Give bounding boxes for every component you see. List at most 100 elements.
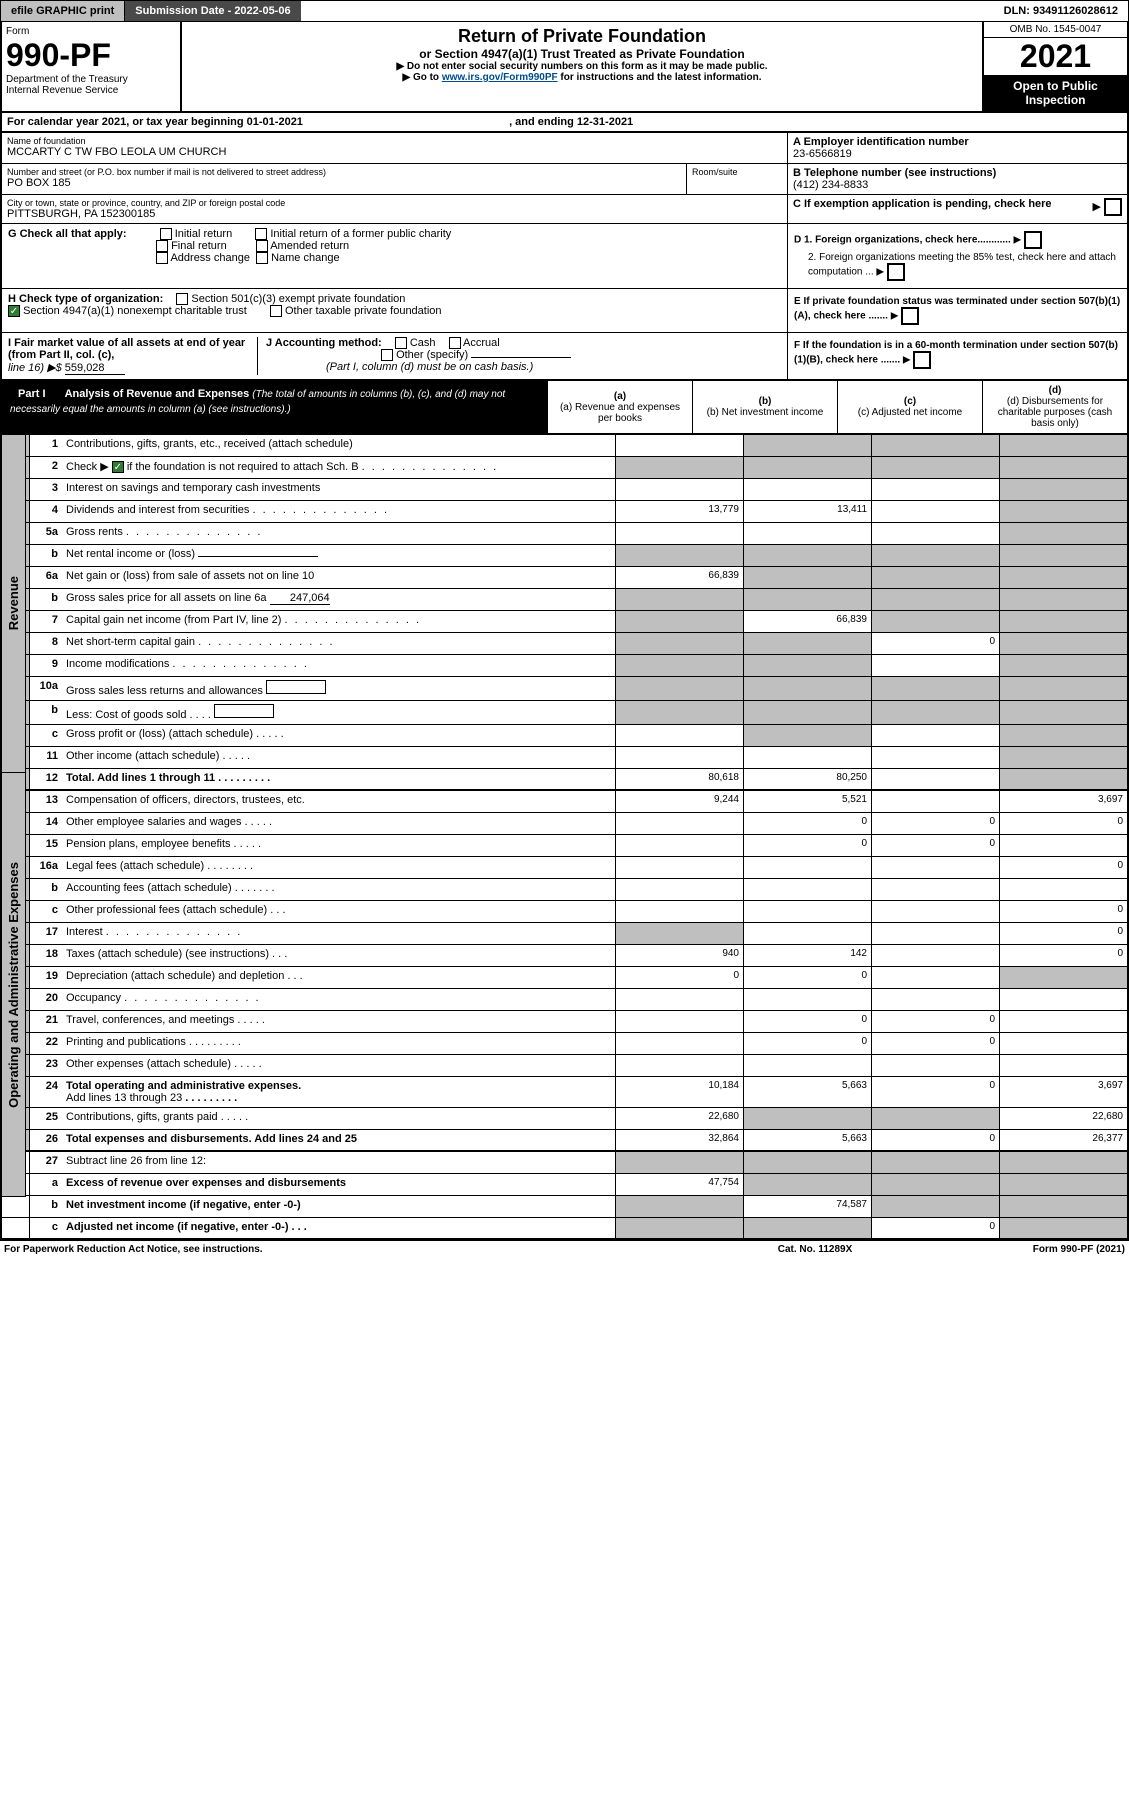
fmv-value: 559,028 xyxy=(65,362,125,375)
name-label: Name of foundation xyxy=(7,136,782,146)
line-22: Printing and publications . . . . . . . … xyxy=(62,1033,615,1054)
j-note: (Part I, column (d) must be on cash basi… xyxy=(326,361,533,373)
line-16b: Accounting fees (attach schedule) . . . … xyxy=(62,879,615,900)
dln-number: DLN: 93491126028612 xyxy=(994,1,1128,21)
amended-return-checkbox[interactable] xyxy=(256,240,268,252)
omb-number: OMB No. 1545-0047 xyxy=(984,22,1127,38)
line-10b: Less: Cost of goods sold . . . . xyxy=(62,701,615,724)
name-ein-row: Name of foundation MCCARTY C TW FBO LEOL… xyxy=(0,133,1129,164)
line-25: Contributions, gifts, grants paid . . . … xyxy=(62,1108,615,1129)
g-d-section: G Check all that apply: Initial return I… xyxy=(0,224,1129,289)
submission-date: Submission Date - 2022-05-06 xyxy=(125,1,300,21)
line-19: Depreciation (attach schedule) and deple… xyxy=(62,967,615,988)
line-3: Interest on savings and temporary cash i… xyxy=(62,479,615,500)
ein-label: A Employer identification number xyxy=(793,136,1122,148)
line-16a: Legal fees (attach schedule) . . . . . .… xyxy=(62,857,615,878)
form-number: 990-PF xyxy=(6,37,176,74)
tax-year: 2021 xyxy=(984,38,1127,75)
form-header: Form 990-PF Department of the Treasury I… xyxy=(0,22,1129,113)
address-change-checkbox[interactable] xyxy=(156,252,168,264)
c-checkbox[interactable] xyxy=(1104,198,1122,216)
tel-label: B Telephone number (see instructions) xyxy=(793,167,1122,179)
accrual-checkbox[interactable] xyxy=(449,337,461,349)
line-16c: Other professional fees (attach schedule… xyxy=(62,901,615,922)
page-footer: For Paperwork Reduction Act Notice, see … xyxy=(0,1240,1129,1258)
addr-label: Number and street (or P.O. box number if… xyxy=(7,167,681,177)
line-12: Total. Add lines 1 through 11 . . . . . … xyxy=(62,769,615,789)
part1-title: Analysis of Revenue and Expenses xyxy=(65,388,250,400)
line-27c: Adjusted net income (if negative, enter … xyxy=(62,1218,615,1238)
line-23: Other expenses (attach schedule) . . . .… xyxy=(62,1055,615,1076)
line-2: Check ▶ ✓ if the foundation is not requi… xyxy=(62,457,615,478)
paperwork-notice: For Paperwork Reduction Act Notice, see … xyxy=(4,1244,685,1255)
h-label: H Check type of organization: xyxy=(8,293,163,305)
address-tel-row: Number and street (or P.O. box number if… xyxy=(0,164,1129,195)
i-j-f-section: I Fair market value of all assets at end… xyxy=(0,333,1129,381)
line-6b: Gross sales price for all assets on line… xyxy=(62,589,615,610)
expenses-sidebar: Operating and Administrative Expenses xyxy=(2,773,26,1197)
d1-label: D 1. Foreign organizations, check here..… xyxy=(794,235,1011,246)
irs-link[interactable]: www.irs.gov/Form990PF xyxy=(442,72,558,83)
d1-checkbox[interactable] xyxy=(1024,231,1042,249)
line-5b: Net rental income or (loss) xyxy=(62,545,615,566)
line-27: Subtract line 26 from line 12: xyxy=(62,1152,615,1173)
final-return-checkbox[interactable] xyxy=(156,240,168,252)
d2-label: 2. Foreign organizations meeting the 85%… xyxy=(808,252,1116,278)
line-24: Total operating and administrative expen… xyxy=(62,1077,615,1107)
city-label: City or town, state or province, country… xyxy=(7,198,782,208)
initial-return-checkbox[interactable] xyxy=(160,228,172,240)
line-10a: Gross sales less returns and allowances xyxy=(62,677,615,700)
part1-header: Part I Analysis of Revenue and Expenses … xyxy=(0,381,1129,435)
topbar: efile GRAPHIC print Submission Date - 20… xyxy=(0,0,1129,22)
city-c-row: City or town, state or province, country… xyxy=(0,195,1129,224)
line-4: Dividends and interest from securities xyxy=(62,501,615,522)
form-subtitle: or Section 4947(a)(1) Trust Treated as P… xyxy=(190,47,974,61)
line-8: Net short-term capital gain xyxy=(62,633,615,654)
d2-checkbox[interactable] xyxy=(887,263,905,281)
line-11: Other income (attach schedule) . . . . . xyxy=(62,747,615,768)
ein-value: 23-6566819 xyxy=(793,148,1122,160)
4947-checkbox[interactable]: ✓ xyxy=(8,305,20,317)
f-checkbox[interactable] xyxy=(913,351,931,369)
other-acct-checkbox[interactable] xyxy=(381,349,393,361)
tel-value: (412) 234-8833 xyxy=(793,179,1122,191)
schb-checkbox[interactable]: ✓ xyxy=(112,461,124,473)
name-change-checkbox[interactable] xyxy=(256,252,268,264)
line-18: Taxes (attach schedule) (see instruction… xyxy=(62,945,615,966)
form-title: Return of Private Foundation xyxy=(190,26,974,47)
room-label: Room/suite xyxy=(692,167,782,177)
line-9: Income modifications xyxy=(62,655,615,676)
dept-treasury: Department of the Treasury xyxy=(6,74,176,85)
e-checkbox[interactable] xyxy=(901,307,919,325)
line-13: Compensation of officers, directors, tru… xyxy=(62,791,615,812)
revenue-sidebar: Revenue xyxy=(2,435,26,773)
other-taxable-checkbox[interactable] xyxy=(270,305,282,317)
cash-checkbox[interactable] xyxy=(395,337,407,349)
h-e-section: H Check type of organization: Section 50… xyxy=(0,289,1129,333)
calendar-year-row: For calendar year 2021, or tax year begi… xyxy=(0,113,1129,133)
i-label: I Fair market value of all assets at end… xyxy=(8,337,245,361)
col-d-header: (d) Disbursements for charitable purpose… xyxy=(987,396,1123,429)
line-27b: Net investment income (if negative, ente… xyxy=(62,1196,615,1217)
c-label: C If exemption application is pending, c… xyxy=(793,198,1052,210)
line-5a: Gross rents xyxy=(62,523,615,544)
col-b-header: (b) Net investment income xyxy=(697,407,833,418)
501c3-checkbox[interactable] xyxy=(176,293,188,305)
line-6a: Net gain or (loss) from sale of assets n… xyxy=(62,567,615,588)
cat-number: Cat. No. 11289X xyxy=(685,1244,945,1255)
e-label: E If private foundation status was termi… xyxy=(794,296,1120,322)
goto-note: ▶ Go to www.irs.gov/Form990PF for instru… xyxy=(190,72,974,83)
form-label: Form xyxy=(6,26,176,37)
line-15: Pension plans, employee benefits . . . .… xyxy=(62,835,615,856)
part1-table: 1Contributions, gifts, grants, etc., rec… xyxy=(0,435,1129,1240)
open-inspection: Open to Public Inspection xyxy=(984,75,1127,111)
f-label: F If the foundation is in a 60-month ter… xyxy=(794,340,1118,366)
part1-label: Part I xyxy=(10,385,54,403)
initial-former-checkbox[interactable] xyxy=(255,228,267,240)
line-7: Capital gain net income (from Part IV, l… xyxy=(62,611,615,632)
efile-print-button[interactable]: efile GRAPHIC print xyxy=(1,1,125,21)
addr-value: PO BOX 185 xyxy=(7,177,681,189)
j-label: J Accounting method: xyxy=(266,337,382,349)
line-21: Travel, conferences, and meetings . . . … xyxy=(62,1011,615,1032)
g-label: G Check all that apply: xyxy=(8,228,127,240)
